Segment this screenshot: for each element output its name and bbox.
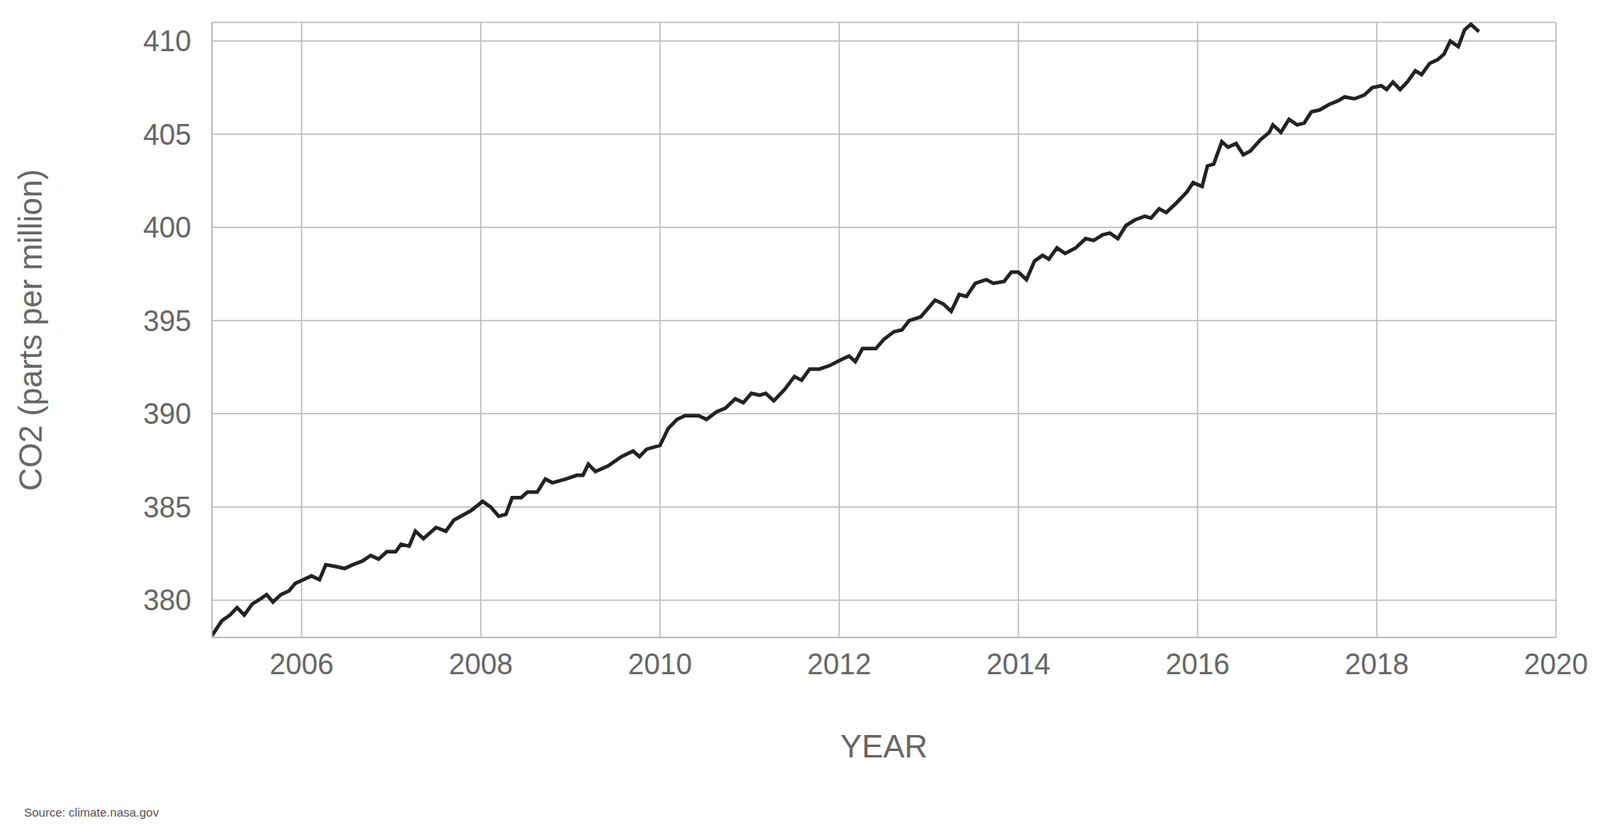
svg-text:2014: 2014 <box>986 648 1051 681</box>
svg-text:395: 395 <box>143 304 192 338</box>
svg-text:410: 410 <box>143 24 192 58</box>
svg-text:2006: 2006 <box>269 648 334 681</box>
svg-text:2008: 2008 <box>448 648 513 681</box>
svg-text:400: 400 <box>143 211 192 244</box>
svg-text:385: 385 <box>143 491 192 524</box>
svg-text:390: 390 <box>143 397 192 431</box>
svg-text:2018: 2018 <box>1344 648 1409 681</box>
html-text:Source: climate.nasa.gov: Source: climate.nasa.gov <box>24 805 159 820</box>
svg-text:CO2 (parts per million): CO2 (parts per million) <box>12 168 48 491</box>
svg-text:405: 405 <box>143 118 192 152</box>
svg-text:2010: 2010 <box>628 648 692 681</box>
svg-text:2012: 2012 <box>807 648 872 681</box>
svg-text:2020: 2020 <box>1524 648 1588 681</box>
svg-text:380: 380 <box>143 584 192 617</box>
svg-text:2016: 2016 <box>1165 648 1230 681</box>
svg-text:YEAR: YEAR <box>840 728 928 764</box>
